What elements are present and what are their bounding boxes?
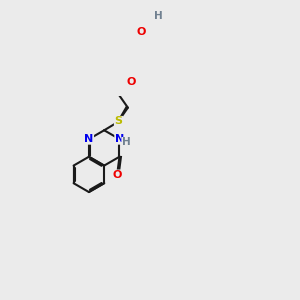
Text: N: N [84,134,94,144]
Text: S: S [114,116,122,126]
Text: O: O [137,27,146,37]
Text: N: N [115,134,124,144]
Text: H: H [154,11,163,21]
Text: O: O [113,170,122,180]
Text: O: O [127,77,136,87]
Text: H: H [122,137,130,148]
